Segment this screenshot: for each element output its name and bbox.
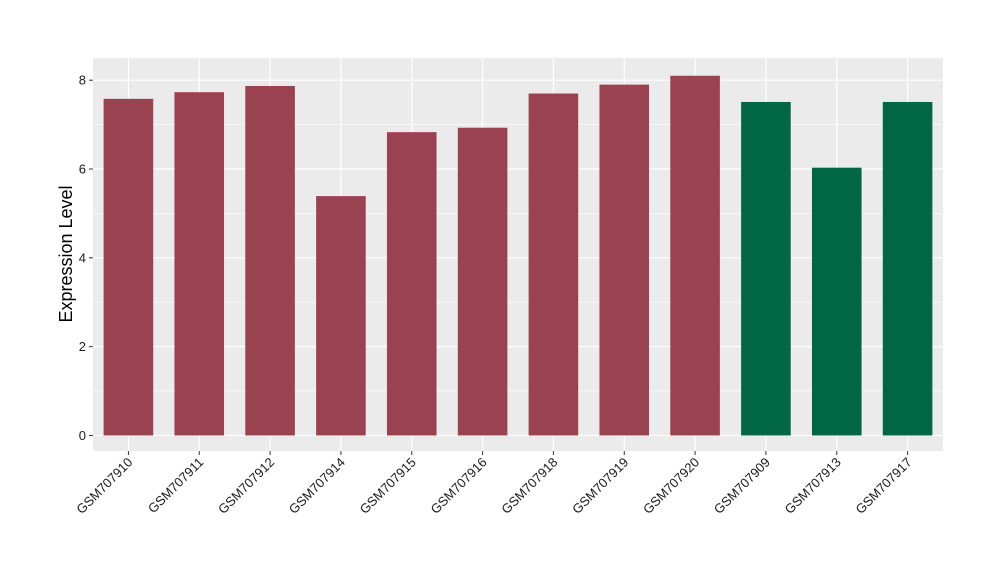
bar-GSM707915 bbox=[386, 132, 437, 436]
bar-GSM707913 bbox=[811, 167, 862, 436]
x-tick-label: GSM707917 bbox=[852, 455, 914, 517]
x-tick-label: GSM707909 bbox=[711, 455, 773, 517]
bar-GSM707914 bbox=[316, 196, 366, 436]
x-tick-label: GSM707910 bbox=[73, 455, 135, 517]
bar-GSM707910 bbox=[103, 98, 154, 436]
plot-panel bbox=[93, 58, 943, 451]
x-tick-label: GSM707914 bbox=[286, 455, 348, 517]
bar-GSM707920 bbox=[670, 75, 720, 436]
x-tick-label: GSM707918 bbox=[498, 455, 560, 517]
y-axis: 0 2 4 6 8 bbox=[79, 73, 93, 443]
bar-GSM707918 bbox=[528, 93, 579, 436]
y-axis-title: Expression Level bbox=[56, 185, 76, 322]
bar-GSM707919 bbox=[599, 84, 650, 436]
x-tick-label: GSM707920 bbox=[640, 455, 702, 517]
bar-GSM707912 bbox=[245, 85, 295, 436]
x-tick-label: GSM707916 bbox=[427, 455, 489, 517]
y-tick-label: 4 bbox=[79, 250, 86, 265]
x-tick-label: GSM707912 bbox=[215, 455, 277, 517]
x-tick-label: GSM707913 bbox=[782, 455, 844, 517]
x-tick-label: GSM707919 bbox=[569, 455, 631, 517]
x-tick-label: GSM707911 bbox=[145, 455, 207, 517]
y-tick-label: 0 bbox=[79, 428, 86, 443]
bars bbox=[103, 75, 933, 436]
bar-GSM707917 bbox=[882, 101, 933, 436]
y-tick-label: 6 bbox=[79, 162, 86, 177]
bar-GSM707916 bbox=[457, 127, 508, 436]
y-tick-label: 8 bbox=[79, 73, 86, 88]
bar-GSM707911 bbox=[174, 92, 225, 436]
x-axis: GSM707910 GSM707911 GSM707912 GSM707914 GSM7… bbox=[73, 451, 915, 517]
y-tick-label: 2 bbox=[79, 339, 86, 354]
x-tick-label: GSM707915 bbox=[357, 455, 419, 517]
bar-GSM707909 bbox=[741, 101, 791, 436]
